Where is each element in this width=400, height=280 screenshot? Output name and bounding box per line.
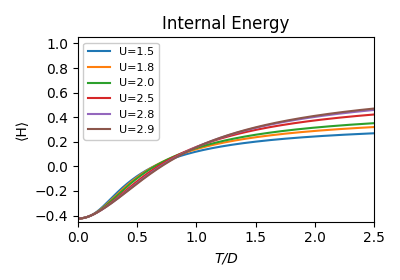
U=2.0 (372, 122, 376, 125)
U=2.9 (236, 130, 240, 134)
U=1.8 (364, 126, 369, 129)
U=1.8 (216, 142, 221, 145)
U=1.8 (75, 217, 80, 220)
U=2.9 (216, 137, 221, 140)
U=2.8 (236, 131, 240, 134)
U=2.5 (364, 113, 369, 117)
U=1.8 (252, 136, 256, 139)
X-axis label: T/D: T/D (214, 251, 238, 265)
U=2.9 (218, 136, 223, 139)
Line: U=2.9: U=2.9 (78, 109, 374, 219)
U=2.5 (218, 137, 223, 140)
U=2.5 (318, 118, 323, 122)
Title: Internal Energy: Internal Energy (162, 15, 290, 33)
U=1.5 (318, 134, 323, 138)
U=1.5 (372, 132, 376, 135)
U=2.9 (75, 217, 80, 220)
U=2.0 (75, 217, 80, 220)
U=2.5 (216, 137, 221, 141)
Line: U=1.5: U=1.5 (78, 133, 374, 219)
Line: U=2.8: U=2.8 (78, 110, 374, 219)
U=2.9 (372, 107, 376, 110)
U=2.0 (318, 125, 323, 129)
U=2.8 (216, 137, 221, 140)
U=2.8 (252, 127, 256, 130)
Y-axis label: ⟨H⟩: ⟨H⟩ (15, 119, 29, 140)
U=2.5 (252, 129, 256, 132)
U=1.5 (364, 132, 369, 135)
U=2.8 (372, 108, 376, 112)
U=1.5 (75, 217, 80, 220)
U=2.9 (364, 108, 369, 111)
Line: U=2.0: U=2.0 (78, 123, 374, 219)
U=2.8 (218, 136, 223, 139)
U=2.0 (218, 140, 223, 143)
U=1.5 (236, 142, 240, 146)
Line: U=2.5: U=2.5 (78, 115, 374, 219)
U=2.5 (236, 132, 240, 136)
U=1.8 (236, 138, 240, 142)
U=2.0 (216, 140, 221, 144)
Legend: U=1.5, U=1.8, U=2.0, U=2.5, U=2.8, U=2.9: U=1.5, U=1.8, U=2.0, U=2.5, U=2.8, U=2.9 (83, 43, 159, 139)
U=1.8 (318, 129, 323, 132)
U=2.8 (75, 217, 80, 220)
U=2.0 (364, 122, 369, 125)
U=1.8 (218, 142, 223, 145)
U=2.8 (318, 115, 323, 118)
U=1.5 (252, 140, 256, 144)
U=2.9 (252, 126, 256, 129)
U=1.5 (218, 145, 223, 148)
U=2.0 (252, 133, 256, 137)
U=2.8 (364, 109, 369, 112)
Line: U=1.8: U=1.8 (78, 127, 374, 219)
U=1.8 (372, 125, 376, 129)
U=2.5 (75, 217, 80, 220)
U=1.5 (216, 145, 221, 149)
U=2.5 (372, 113, 376, 116)
U=2.9 (318, 113, 323, 117)
U=2.0 (236, 136, 240, 139)
